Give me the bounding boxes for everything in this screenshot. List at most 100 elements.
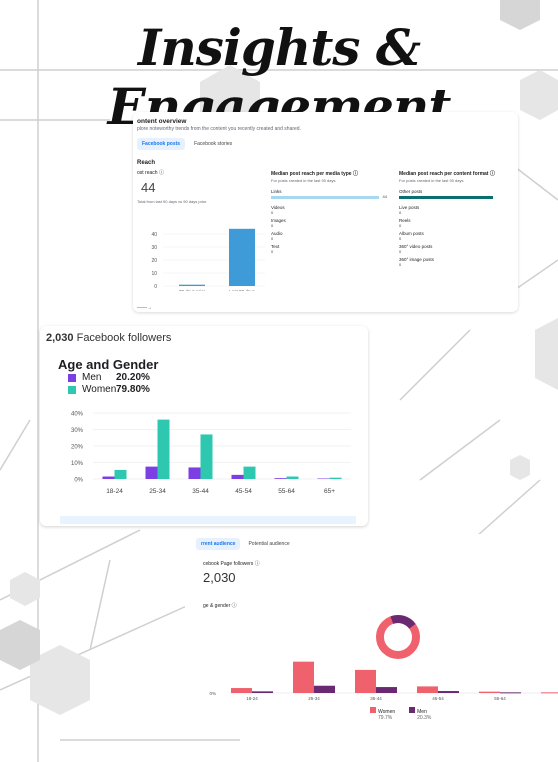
y-tick-label: 0 [154,284,157,290]
x-tick-label: 35-44 [192,488,209,495]
bar [229,228,255,286]
bar [179,284,205,286]
format-row-label: Live posts [399,205,420,210]
legend-swatch [409,707,416,713]
post-reach-note: Total from last 90 days vs 90 days prior [137,199,207,204]
media-row-value: 0 [271,249,274,254]
media-row-value: 0 [271,236,274,241]
age-gender-bar-chart: 0% 10% 20% 30% 40% 18-24 25-34 35-44 45-54 55-64 6… [71,412,351,495]
media-type-title: Median post reach per media type ⓘ [271,171,358,177]
format-row-value: 0 [399,262,402,267]
media-row-value: 0 [271,223,274,228]
format-row-label: Other posts [399,189,423,194]
format-row-live: Live posts 0 [399,205,509,215]
format-row-label: Album posts [399,231,424,236]
reach-bar-chart: 0 10 20 30 40 30 days prior Last 90 days [151,228,265,291]
y-tick-label: 10% [71,461,84,467]
x-tick-label: 18-24 [246,696,258,701]
content-overview-panel: ontent overview plore noteworthy trends … [133,112,518,312]
y-tick-label: 40% [71,412,84,418]
media-row-value: 44 [382,194,387,199]
legend-men: Men 20.3% [409,707,431,721]
reach-section-title: Reach [137,160,156,166]
format-row-value: 0 [399,210,402,215]
legend-value: 79.7% [378,715,393,721]
x-tick-label: 45-54 [432,696,444,701]
x-tick-label: 25-34 [308,696,320,701]
bar-women [157,419,170,479]
content-format-subtitle: For posts created in the last 90 days [399,178,464,183]
bar-women [329,477,342,479]
media-row-label: Images [271,218,286,223]
legend-value: 79.80% [116,384,150,395]
bar-men [102,476,115,479]
legend-label: Women [378,709,396,715]
bar-women [417,686,438,693]
bar-men [252,691,273,693]
age-gender-heading: Age and Gender [58,357,159,372]
media-row-label: Videos [271,205,285,210]
format-row-label: 360° video posts [399,244,433,249]
tab-facebook-posts[interactable]: Facebook posts [137,138,186,150]
media-row-text: Text 0 [271,244,381,254]
tab-potential-audience[interactable]: Potential audience [248,541,290,547]
y-tick-label: 20% [71,445,84,451]
legend-value: 20.20% [116,372,150,383]
see-more-link[interactable]: ——→ [137,305,152,311]
bar-men [376,687,397,693]
legend-swatch [68,385,76,394]
bar-men [274,478,287,479]
format-row-value: 0 [399,223,402,228]
y-tick-label: 30 [151,245,157,251]
followers-count-line: 2,030 Facebook followers [46,332,171,344]
y-tick-label: 20 [151,258,157,264]
y-tick-label: 0% [74,478,83,484]
x-tick-label: 30 days prior [179,289,206,291]
content-format-column: Median post reach per content format ⓘ F… [399,170,509,267]
gender-donut-chart [376,615,420,659]
bar-women [200,434,213,479]
overview-tabs: Facebook posts Facebook stories [137,138,237,150]
x-tick-label: 55-64 [278,488,295,495]
y-tick-label: 40 [151,232,157,238]
legend-label: Men [82,372,102,383]
audience-legend: Women 79.7% Men 20.3% [370,707,431,721]
media-row-audio: Audio 0 [271,231,381,241]
media-row-value: 0 [271,210,274,215]
format-row-label: 360° image posts [399,257,434,262]
audience-panel: rrent audience Potential audience cebook… [185,534,558,729]
media-type-column: Median post reach per media type ⓘ For p… [271,170,387,254]
format-row-360-video: 360° video posts 0 [399,244,509,254]
media-row-label: Text [271,244,280,249]
format-row-value: 0 [399,249,402,254]
overview-heading: ontent overview [137,118,187,125]
x-tick-label: 45-54 [235,488,252,495]
legend-swatch [370,707,376,713]
format-row-360-image: 360° image posts 0 [399,257,509,267]
media-row-label: Audio [271,231,283,236]
legend-men: Men 20.20% [68,372,150,383]
tab-facebook-stories[interactable]: Facebook stories [194,141,233,147]
bar-women [355,669,376,693]
age-gender-label: ge & gender ⓘ [203,603,237,609]
legend-label: Men [417,709,427,715]
legend-women: Women 79.7% [370,707,395,721]
bar-women [293,661,314,693]
legend-women: Women 79.80% [68,384,150,395]
tab-current-audience[interactable]: rrent audience [196,538,241,550]
bar-women [243,466,256,479]
bar-women [479,691,500,693]
bar-men [145,466,158,479]
page-followers-count: 2,030 [203,570,236,585]
audience-tabs: rrent audience Potential audience [196,538,295,550]
y-tick-label: 30% [71,428,84,434]
format-row-value: 0 [399,236,402,241]
y-tick-label: 10 [151,271,157,277]
page-followers-label: cebook Page followers ⓘ [203,561,260,567]
media-row-label: Links [271,189,282,194]
format-row-bar [399,196,493,199]
format-row-album: Album posts 0 [399,231,509,241]
media-row-bar [271,196,379,199]
bar-men [500,692,521,694]
